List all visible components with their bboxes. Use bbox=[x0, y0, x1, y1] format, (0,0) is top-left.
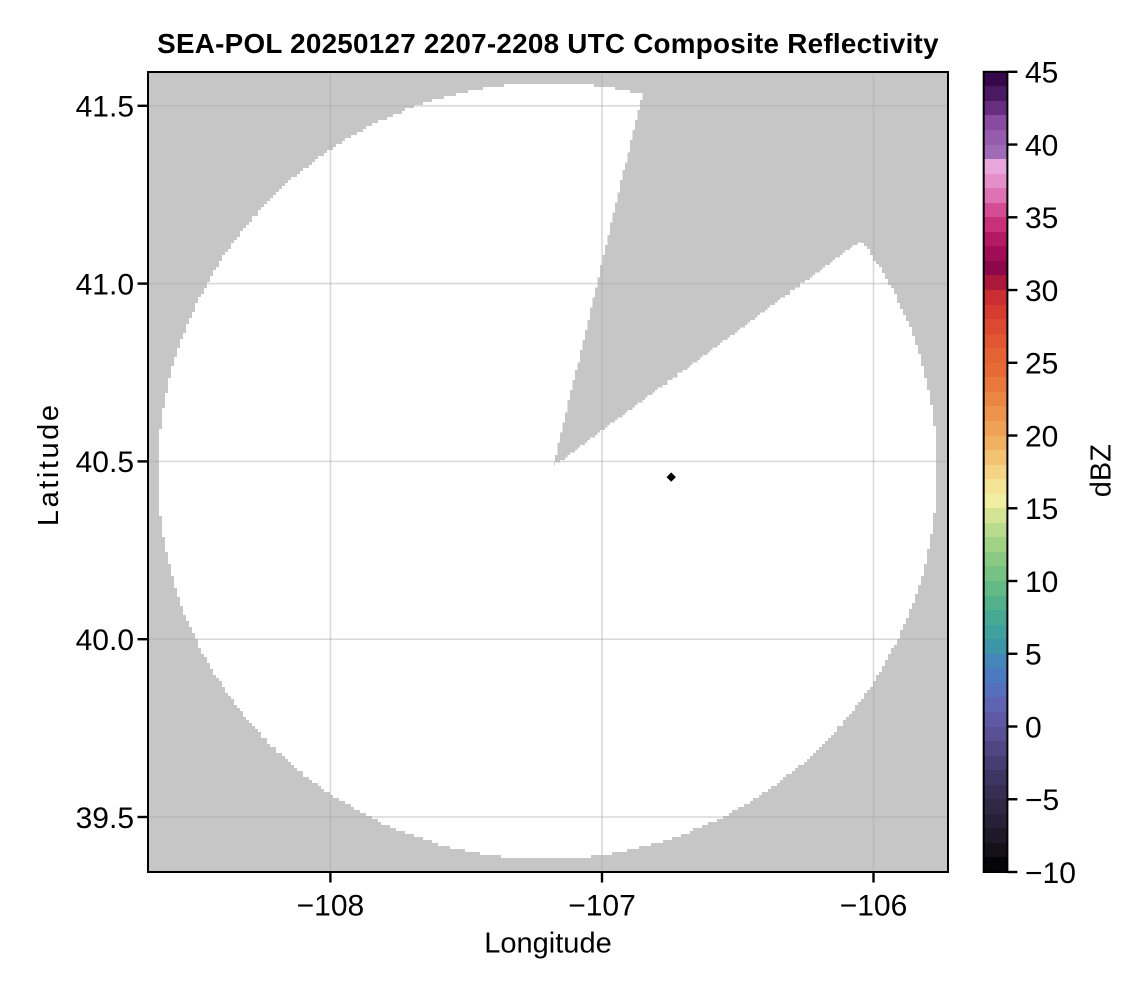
svg-text:−106: −106 bbox=[840, 890, 908, 923]
svg-text:40.0: 40.0 bbox=[76, 624, 134, 657]
svg-text:35: 35 bbox=[1025, 202, 1058, 235]
svg-text:40: 40 bbox=[1025, 129, 1058, 162]
svg-text:15: 15 bbox=[1025, 493, 1058, 526]
svg-text:0: 0 bbox=[1025, 711, 1042, 744]
svg-text:20: 20 bbox=[1025, 420, 1058, 453]
svg-text:40.5: 40.5 bbox=[76, 446, 134, 479]
svg-text:41.5: 41.5 bbox=[76, 91, 134, 124]
svg-text:39.5: 39.5 bbox=[76, 802, 134, 835]
svg-text:5: 5 bbox=[1025, 639, 1042, 672]
svg-text:SEA-POL 20250127 2207-2208 UTC: SEA-POL 20250127 2207-2208 UTC Composite… bbox=[157, 28, 939, 59]
svg-text:dBZ: dBZ bbox=[1085, 444, 1117, 497]
svg-text:−107: −107 bbox=[568, 890, 636, 923]
svg-text:−108: −108 bbox=[297, 890, 365, 923]
svg-text:30: 30 bbox=[1025, 275, 1058, 308]
svg-text:41.0: 41.0 bbox=[76, 268, 134, 301]
svg-text:45: 45 bbox=[1025, 57, 1058, 90]
svg-text:−10: −10 bbox=[1025, 857, 1076, 890]
svg-text:Latitude: Latitude bbox=[33, 402, 65, 526]
svg-text:−5: −5 bbox=[1025, 784, 1059, 817]
svg-text:25: 25 bbox=[1025, 348, 1058, 381]
svg-text:10: 10 bbox=[1025, 566, 1058, 599]
svg-text:Longitude: Longitude bbox=[484, 928, 611, 960]
